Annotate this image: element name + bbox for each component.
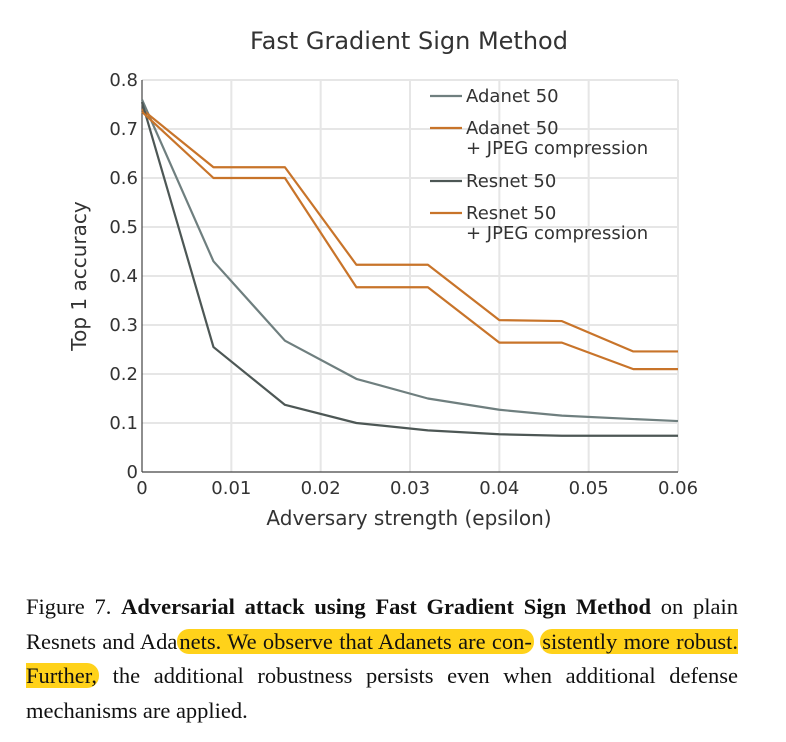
- caption-figure-label: Figure 7.: [26, 594, 112, 619]
- figure-caption: Figure 7. Adversarial attack using Fast …: [26, 590, 739, 728]
- x-axis-label: Adversary strength (epsilon): [266, 506, 551, 530]
- caption-text-4: the additional robustness persists even …: [26, 663, 738, 723]
- legend-label: + JPEG compression: [466, 223, 648, 244]
- axes: [141, 80, 678, 473]
- series-lines: [140, 99, 679, 437]
- series-line-2: [141, 108, 678, 353]
- caption-text-1: on plain Resnets and Ada: [26, 594, 739, 654]
- legend-item-2: Adanet 50+ JPEG compression: [430, 118, 648, 159]
- y-tick-label: 0.8: [109, 70, 138, 91]
- y-tick-label: 0: [127, 462, 138, 483]
- legend-item-3: Resnet 50: [430, 171, 556, 192]
- x-tick-label: 0.06: [658, 478, 698, 499]
- y-axis-label: Top 1 accuracy: [67, 201, 91, 352]
- caption-highlight-1: nets. We observe that Adanets are con-: [177, 628, 534, 654]
- chart: Fast Gradient Sign Method 0 0.01 0.02 0.03 0…: [67, 27, 698, 530]
- legend-item-4: Resnet 50+ JPEG compression: [430, 203, 648, 244]
- y-tick-label: 0.1: [109, 413, 138, 434]
- x-tick-label: 0.05: [569, 478, 609, 499]
- chart-title: Fast Gradient Sign Method: [250, 27, 568, 55]
- x-tick-label: 0.04: [479, 478, 519, 499]
- y-tick-label: 0.3: [109, 315, 138, 336]
- x-tick-labels: 0 0.01 0.02 0.03 0.04 0.05 0.06: [136, 478, 698, 499]
- y-tick-label: 0.4: [109, 266, 138, 287]
- series-line-4: [141, 111, 678, 371]
- series-line-1: [140, 99, 679, 423]
- x-tick-label: 0: [136, 478, 147, 499]
- x-tick-label: 0.03: [390, 478, 430, 499]
- caption-title: Adversarial attack using Fast Gradient S…: [121, 594, 651, 619]
- x-tick-label: 0.01: [211, 478, 251, 499]
- x-tick-label: 0.02: [301, 478, 341, 499]
- series-line-3: [140, 101, 678, 437]
- legend-label: Adanet 50: [466, 86, 559, 107]
- y-tick-label: 0.2: [109, 364, 138, 385]
- legend-label: Adanet 50: [466, 118, 559, 139]
- y-tick-label: 0.5: [109, 217, 138, 238]
- y-tick-label: 0.6: [109, 168, 138, 189]
- y-tick-labels: 0 0.1 0.2 0.3 0.4 0.5 0.6 0.7 0.8: [109, 70, 138, 483]
- legend-label: Resnet 50: [466, 171, 556, 192]
- legend-label: Resnet 50: [466, 203, 556, 224]
- legend-label: + JPEG compression: [466, 138, 648, 159]
- legend-item-1: Adanet 50: [430, 86, 559, 107]
- y-tick-label: 0.7: [109, 119, 138, 140]
